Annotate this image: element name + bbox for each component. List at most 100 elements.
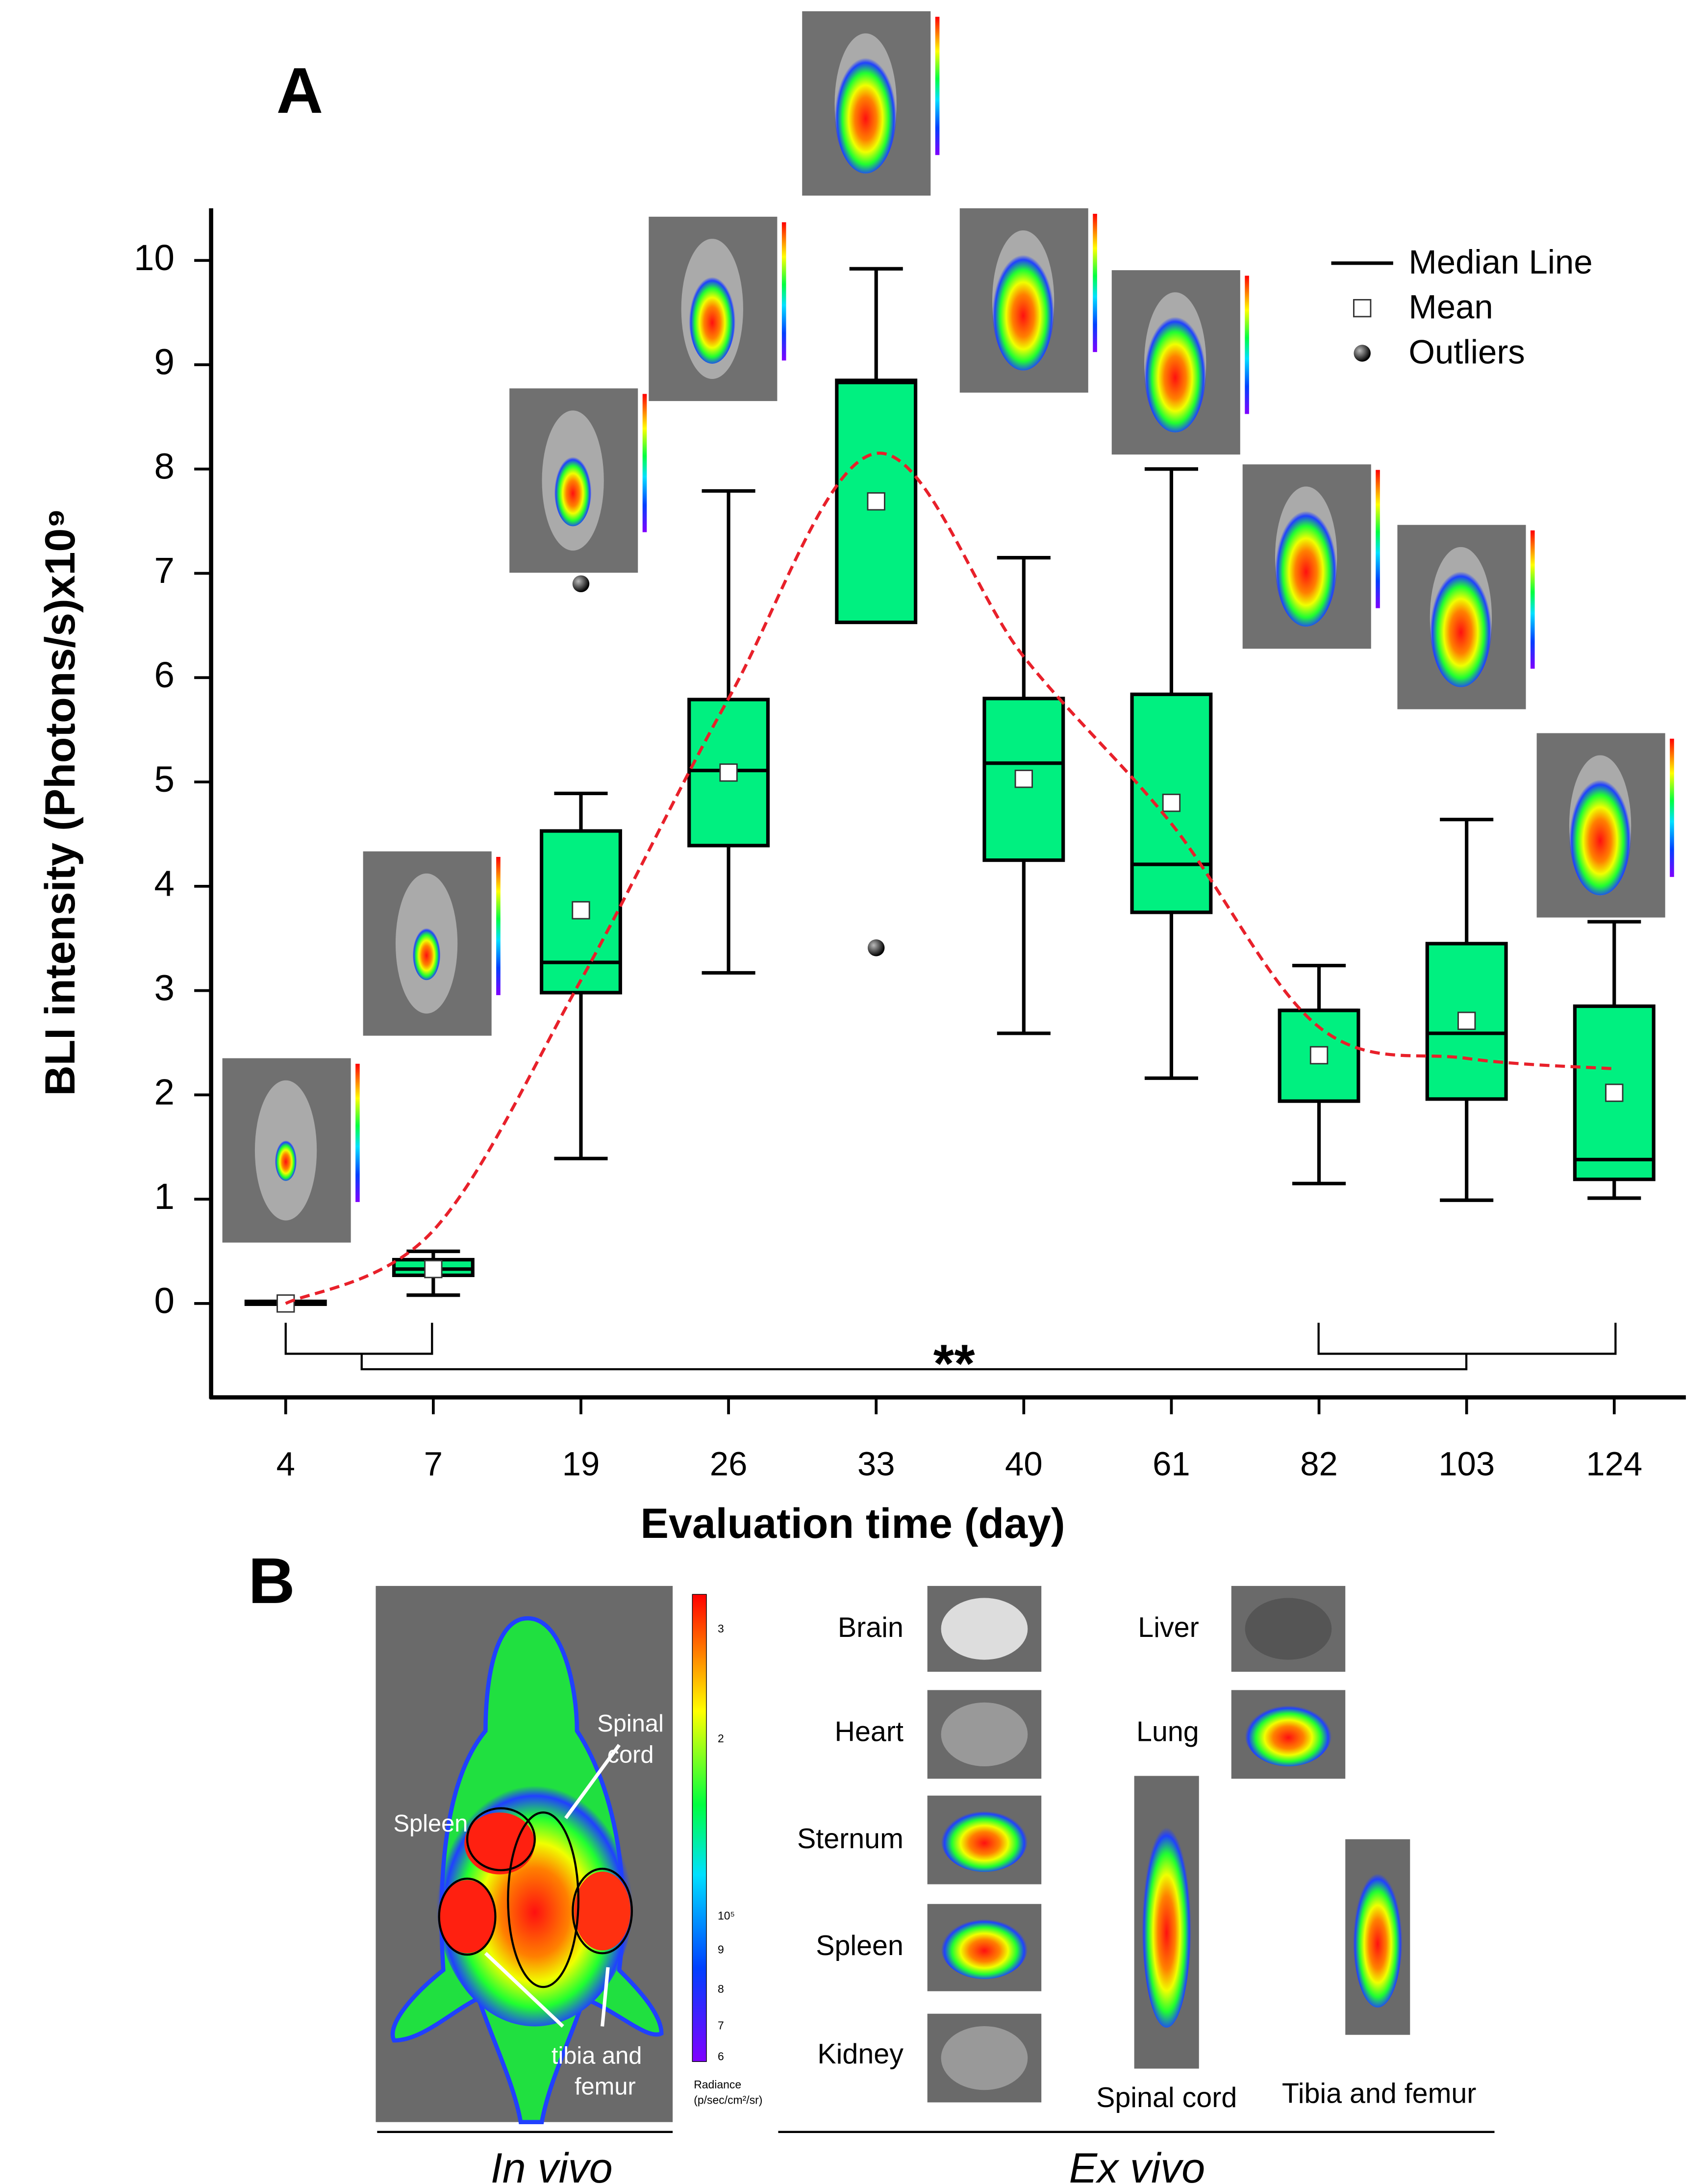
organ-label: Spinal cord — [1096, 2082, 1237, 2113]
significance-brackets — [284, 1323, 1617, 1371]
organ-image — [927, 2013, 1042, 2103]
colorbar-title: Radiance — [694, 2078, 741, 2091]
x-tick-label: 103 — [1438, 1445, 1495, 1482]
colorbar-label: 6 — [718, 2050, 724, 2063]
organ-label: Tibia and femur — [1282, 2078, 1477, 2109]
mouse-signal — [1569, 774, 1632, 896]
organ-label: Heart — [835, 1716, 904, 1748]
organ-image — [927, 1586, 1042, 1672]
organ-image — [1231, 1586, 1346, 1672]
x-tick-label: 26 — [710, 1445, 748, 1482]
image-colorbar — [1093, 214, 1097, 352]
panel-label: A — [276, 54, 323, 126]
mean — [276, 1294, 295, 1313]
x-tick-label: 4 — [276, 1445, 295, 1482]
mean — [1605, 1083, 1624, 1102]
mouse-image — [509, 388, 647, 573]
y-tick-label: 1 — [154, 1176, 175, 1217]
mouse-image — [959, 208, 1097, 393]
y-tick-label: 10 — [134, 237, 175, 278]
colorbar-label: 9 — [718, 1943, 724, 1956]
ex-vivo-label: Ex vivo — [1069, 2145, 1205, 2184]
colorbar-label: 8 — [718, 1983, 724, 1995]
y-axis-title: BLI intensity (Photons/s)x10⁹ — [37, 508, 84, 1096]
organ — [1245, 1598, 1332, 1660]
image-colorbar — [1376, 470, 1380, 608]
outlier — [867, 939, 885, 956]
box — [1130, 692, 1213, 914]
organ — [941, 1808, 1028, 1872]
y-tick-label: 3 — [154, 967, 175, 1008]
organ — [941, 2026, 1028, 2090]
mean — [719, 763, 738, 782]
mouse-image — [1111, 270, 1249, 455]
organ-image — [1345, 1839, 1410, 2035]
y-tick-label: 4 — [154, 863, 175, 904]
organ-label: Lung — [1136, 1716, 1199, 1748]
organ — [941, 1598, 1028, 1660]
annotation: Spleen — [393, 1810, 468, 1837]
organ-image — [927, 1690, 1042, 1779]
mouse-image — [1242, 464, 1380, 649]
mean — [1457, 1011, 1476, 1030]
organ-image — [927, 1795, 1042, 1884]
in-vivo-label: In vivo — [491, 2145, 613, 2184]
significance: ** — [933, 1334, 975, 1394]
mean — [572, 901, 590, 920]
legend-label: Mean — [1408, 288, 1493, 326]
organ — [941, 1916, 1028, 1979]
y-tick-label: 9 — [154, 341, 175, 382]
annotation: femur — [575, 2074, 636, 2100]
mouse-image — [802, 11, 940, 196]
outlier — [572, 575, 590, 593]
y-tick-label: 5 — [154, 758, 175, 800]
colorbar-label: 10⁵ — [718, 1909, 735, 1922]
organ-label: Brain — [838, 1612, 904, 1643]
image-colorbar — [1530, 530, 1535, 669]
mouse-signal — [992, 249, 1054, 371]
mouse-signal — [1275, 504, 1337, 627]
panel-label: B — [248, 1544, 295, 1617]
y-tick-label: 7 — [154, 550, 175, 591]
in-vivo-image — [376, 1586, 673, 2125]
mouse-image — [649, 217, 786, 402]
annotation: tibia and — [552, 2043, 642, 2069]
organ-image — [1231, 1690, 1346, 1779]
mouse-image — [222, 1058, 360, 1243]
box — [1573, 1004, 1656, 1181]
mouse-signal — [1144, 310, 1206, 433]
organ — [1142, 1817, 1191, 2028]
box — [687, 698, 770, 848]
y-tick-label: 2 — [154, 1071, 175, 1112]
y-tick-label: 6 — [154, 654, 175, 695]
image-colorbar — [496, 856, 501, 995]
mean — [1162, 793, 1181, 812]
image-colorbar — [935, 17, 940, 155]
organ-image — [927, 1904, 1042, 1991]
image-colorbar — [642, 394, 647, 532]
mouse-signal — [689, 272, 736, 364]
x-tick-label: 82 — [1300, 1445, 1338, 1482]
colorbar — [692, 1594, 707, 2062]
legend-outlier — [1354, 345, 1371, 362]
organ-label: Liver — [1138, 1612, 1199, 1643]
colorbar-label: 7 — [718, 2019, 724, 2032]
legend-mean — [1353, 299, 1372, 318]
organ — [941, 1702, 1028, 1766]
legend-label: Median Line — [1408, 243, 1592, 281]
x-axis-title: Evaluation time (day) — [641, 1500, 1065, 1547]
colorbar-title: (p/sec/cm²/sr) — [694, 2094, 762, 2107]
organ — [1245, 1702, 1332, 1766]
organ-label: Sternum — [797, 1823, 904, 1855]
organ-label: Spleen — [816, 1930, 904, 1961]
mean — [1014, 770, 1033, 788]
trend-line — [285, 452, 1615, 1305]
x-tick-label: 7 — [424, 1445, 443, 1482]
x-tick-label: 124 — [1586, 1445, 1642, 1482]
annotation: cord — [607, 1741, 654, 1768]
mouse-signal — [275, 1138, 297, 1181]
colorbar-label: 2 — [718, 1732, 724, 1745]
organ — [1353, 1866, 1403, 2008]
image-colorbar — [355, 1063, 360, 1202]
